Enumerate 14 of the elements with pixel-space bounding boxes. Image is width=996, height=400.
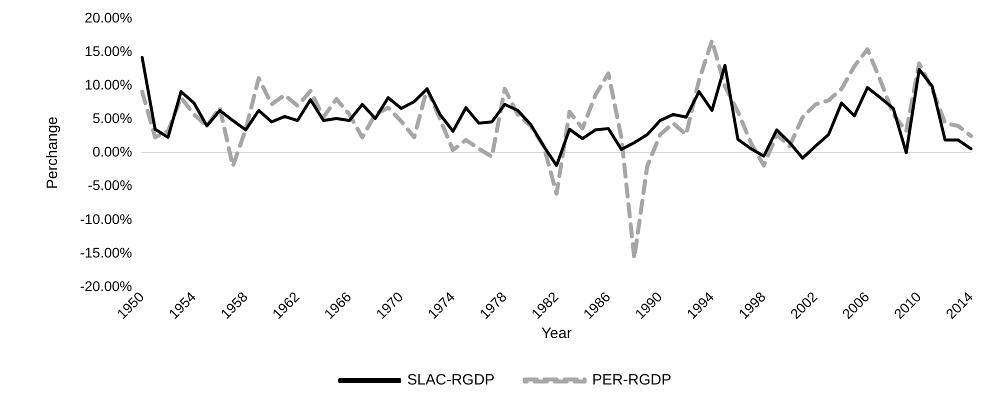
line-series xyxy=(140,38,973,260)
legend-label: PER-RGDP xyxy=(592,372,672,389)
y-tick-label: 15.00% xyxy=(84,42,132,59)
y-tick-label: 10.00% xyxy=(84,76,132,92)
y-axis-title: Perchange xyxy=(44,116,62,190)
legend-label: SLAC-RGDP xyxy=(407,372,495,389)
y-tick-label: -20.00% xyxy=(80,278,132,294)
y-tick-label: 20.00% xyxy=(84,9,132,26)
y-tick-label: 0.00% xyxy=(92,144,132,160)
y-tick-label: 5.00% xyxy=(92,110,132,126)
y-tick-label: -10.00% xyxy=(80,210,132,227)
x-axis-title: Year xyxy=(541,325,572,342)
y-tick-label: -5.00% xyxy=(88,177,132,194)
y-tick-label: -15.00% xyxy=(80,244,132,260)
